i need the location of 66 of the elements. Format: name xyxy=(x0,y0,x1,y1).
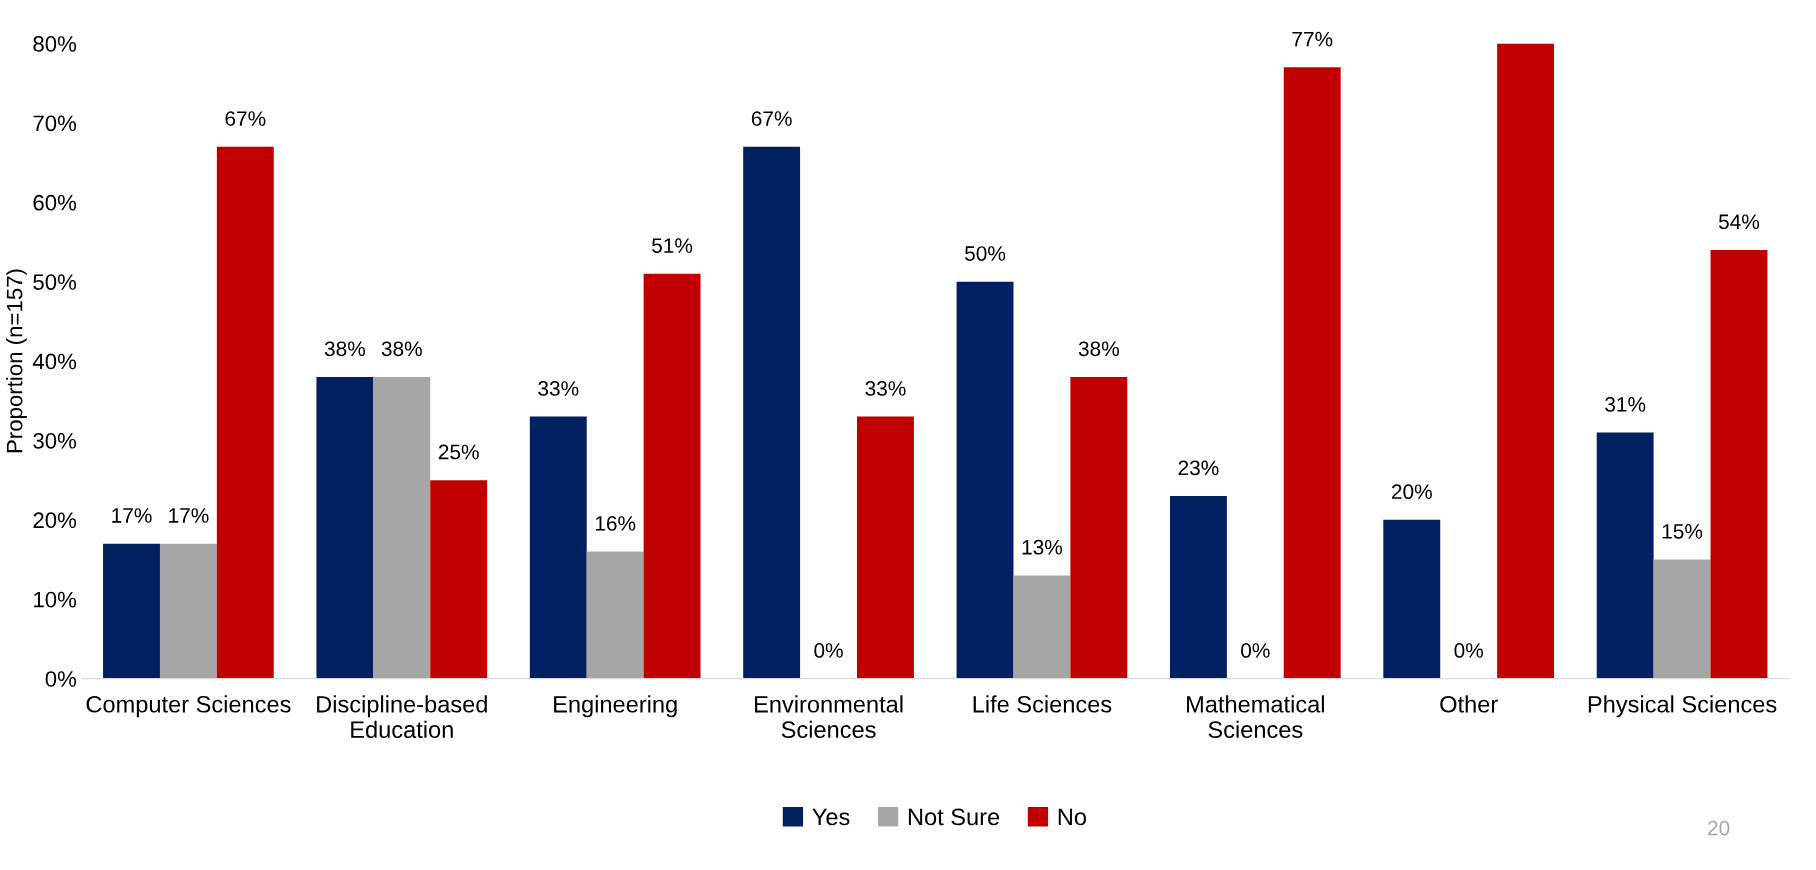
data-label: 67% xyxy=(751,111,792,126)
data-label: 54% xyxy=(1718,214,1760,230)
bar xyxy=(216,146,274,679)
x-tick-label: Life Sciences xyxy=(973,695,1112,713)
data-label: 15% xyxy=(1662,524,1703,539)
x-tick-label: Physical Sciences xyxy=(1588,695,1777,718)
bar xyxy=(743,146,801,679)
data-label: 33% xyxy=(538,381,579,396)
data-label: 77% xyxy=(1292,31,1333,47)
bar xyxy=(1596,432,1654,679)
data-label: 0% xyxy=(814,643,843,658)
legend-label: No xyxy=(1058,808,1087,826)
bar xyxy=(159,543,217,679)
data-label: 16% xyxy=(595,516,636,531)
bar xyxy=(1653,559,1711,679)
data-label: 0% xyxy=(1454,643,1483,658)
bar xyxy=(1070,376,1128,679)
bar xyxy=(373,376,431,679)
data-label: 25% xyxy=(438,444,479,460)
data-label: 38% xyxy=(1078,341,1119,357)
data-label: 23% xyxy=(1178,460,1219,476)
y-tick-label: 70% xyxy=(33,115,77,132)
data-label: 33% xyxy=(865,381,906,396)
y-tick-label: 80% xyxy=(33,36,77,52)
data-label: 50% xyxy=(965,246,1006,261)
bar xyxy=(1169,496,1227,679)
legend-label: Not Sure xyxy=(908,808,1000,826)
data-label: 31% xyxy=(1605,396,1646,412)
x-tick-label: Environmental Sciences xyxy=(755,695,903,739)
data-label: 51% xyxy=(652,238,693,253)
bar xyxy=(1497,43,1555,679)
data-label: 67% xyxy=(225,111,266,126)
bar xyxy=(103,543,160,679)
data-label: 20% xyxy=(1391,484,1432,500)
x-tick-label: Computer Sciences xyxy=(86,695,291,718)
y-tick-label: 40% xyxy=(32,353,77,370)
bar xyxy=(586,551,644,679)
x-tick-label: Mathematical Sciences xyxy=(1187,695,1324,739)
bar xyxy=(1283,67,1341,679)
bar xyxy=(529,416,587,679)
bar xyxy=(956,281,1014,679)
data-label: 38% xyxy=(324,341,365,357)
y-tick-label: 0% xyxy=(45,671,77,687)
bar xyxy=(1383,519,1441,679)
bar xyxy=(1013,575,1071,679)
data-label: 17% xyxy=(112,508,152,523)
y-tick-label: 30% xyxy=(33,432,77,449)
data-label: 38% xyxy=(381,341,422,357)
y-tick-label: 60% xyxy=(33,194,77,211)
data-label: 0% xyxy=(1241,643,1270,658)
y-tick-label: 20% xyxy=(33,512,77,529)
data-label: 13% xyxy=(1022,539,1063,555)
data-label: 17% xyxy=(169,508,209,523)
x-tick-label: Engineering xyxy=(554,695,677,718)
y-axis-title: Proportion (n=157) xyxy=(6,269,27,453)
bar xyxy=(643,273,701,679)
y-tick-label: 50% xyxy=(33,274,77,290)
bar xyxy=(1710,249,1768,679)
legend-label: Yes xyxy=(812,808,850,826)
text: 20 xyxy=(1708,820,1730,836)
bar xyxy=(430,480,488,679)
x-tick-label: Other xyxy=(1440,695,1498,713)
x-tick-label: Discipline-based Education xyxy=(317,695,487,739)
y-tick-label: 10% xyxy=(34,591,77,608)
bar xyxy=(316,376,374,679)
bar xyxy=(857,416,914,679)
